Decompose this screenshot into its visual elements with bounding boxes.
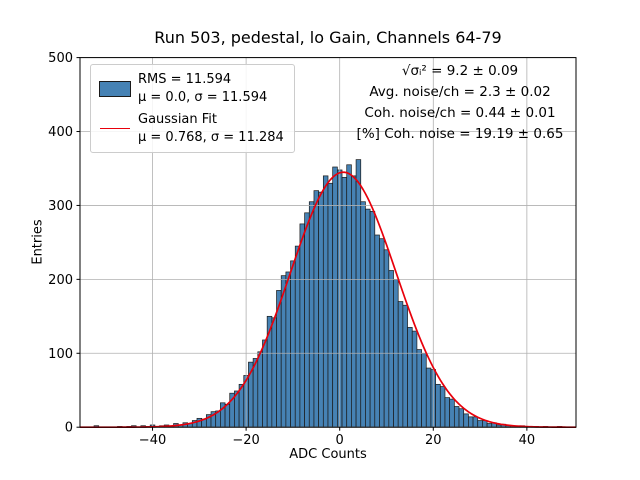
histogram-bar: [304, 212, 310, 428]
legend-histogram-text: RMS = 11.594 μ = 0.0, σ = 11.594: [138, 71, 267, 106]
axes-spines: [79, 57, 577, 428]
histogram-bar: [444, 397, 451, 428]
histogram-bar: [374, 234, 380, 428]
histogram-bar: [351, 175, 357, 428]
stats-annotation: √σᵢ² = 9.2 ± 0.09 Avg. noise/ch = 2.3 ± …: [340, 61, 580, 145]
y-tick-label: 500: [48, 51, 73, 66]
annotation-coh-noise-line: Coh. noise/ch = 0.44 ± 0.01: [364, 105, 556, 121]
x-tick-label: 0: [336, 433, 344, 448]
histogram-bar: [369, 211, 376, 428]
histogram-bar: [383, 249, 390, 428]
histogram-bar: [458, 408, 465, 428]
histogram-bar: [332, 166, 338, 428]
y-tick-label: 0: [65, 421, 73, 436]
histogram-bar: [322, 175, 329, 428]
legend-hist-stats-label: μ = 0.0, σ = 11.594: [138, 89, 268, 105]
fit-line-swatch-wrap: [99, 128, 131, 129]
legend-fit-text: Gaussian Fit μ = 0.768, σ = 11.284: [138, 111, 284, 146]
histogram-bar: [463, 413, 469, 428]
histogram-bar: [468, 416, 474, 428]
histogram-bar: [486, 423, 493, 428]
histogram-bar: [285, 271, 291, 428]
legend-rms-label: RMS = 11.594: [138, 72, 232, 87]
histogram-bar: [318, 191, 324, 428]
x-tick-label: −40: [139, 433, 166, 448]
histogram-bars: [93, 159, 563, 428]
histogram-bar: [308, 201, 315, 428]
y-axis-label: Entries: [30, 219, 46, 265]
histogram-bar: [472, 416, 479, 428]
x-tick-label: −20: [232, 433, 259, 448]
histogram-bar: [453, 406, 460, 428]
y-tick-label: 100: [48, 347, 73, 362]
x-axis-label: ADC Counts: [289, 447, 367, 462]
histogram-bar: [360, 201, 366, 428]
histogram-bar: [290, 260, 296, 428]
histogram-bar: [449, 398, 455, 428]
histogram-bar: [313, 190, 319, 428]
histogram-bar: [435, 383, 441, 428]
x-tick-label: 20: [425, 433, 442, 448]
histogram-bar: [346, 164, 352, 428]
x-tick-label: 40: [519, 433, 536, 448]
histogram-bar: [299, 223, 305, 428]
histogram-bar: [252, 358, 259, 428]
gaussian-fit-curve: [80, 171, 576, 429]
annotation-pct-coh-noise-line: [%] Coh. noise = 19.19 ± 0.65: [356, 126, 564, 142]
histogram-bar: [327, 182, 334, 428]
histogram-bar: [341, 177, 348, 428]
y-tick-label: 400: [48, 125, 73, 140]
chart-title: Run 503, pedestal, lo Gain, Channels 64-…: [154, 28, 502, 47]
y-tick-label: 200: [48, 273, 73, 288]
histogram-bar: [224, 403, 231, 428]
histogram-legend-swatch: [99, 80, 131, 97]
histogram-bar: [416, 349, 422, 428]
annotation-sigma-line: √σᵢ² = 9.2 ± 0.09: [401, 63, 519, 79]
histogram-bar: [397, 301, 404, 428]
histogram-bar: [271, 317, 277, 428]
legend-entry-fit: Gaussian Fit μ = 0.768, σ = 11.284: [99, 111, 284, 146]
y-tick-label: 300: [48, 199, 73, 214]
legend: RMS = 11.594 μ = 0.0, σ = 11.594 Gaussia…: [90, 64, 295, 153]
histogram-bar: [421, 352, 427, 428]
histogram-bar: [294, 245, 301, 428]
histogram-swatch-wrap: [99, 80, 131, 97]
histogram-bar: [439, 386, 446, 428]
fit-legend-line-icon: [100, 128, 130, 129]
histogram-bar: [355, 159, 362, 428]
histogram-bar: [477, 420, 483, 428]
legend-fit-stats-label: μ = 0.768, σ = 11.284: [138, 129, 284, 145]
annotation-avg-noise-line: Avg. noise/ch = 2.3 ± 0.02: [369, 84, 551, 100]
histogram-bar: [425, 367, 432, 428]
legend-fit-label: Gaussian Fit: [138, 112, 218, 127]
legend-entry-histogram: RMS = 11.594 μ = 0.0, σ = 11.594: [99, 71, 284, 106]
histogram-bar: [365, 208, 371, 428]
histogram-bar: [411, 330, 418, 428]
histogram-bar: [388, 270, 394, 428]
histogram-bar: [257, 351, 263, 428]
histogram-bar: [407, 327, 413, 428]
histogram-bar: [402, 304, 408, 428]
histogram-bar: [379, 238, 385, 428]
